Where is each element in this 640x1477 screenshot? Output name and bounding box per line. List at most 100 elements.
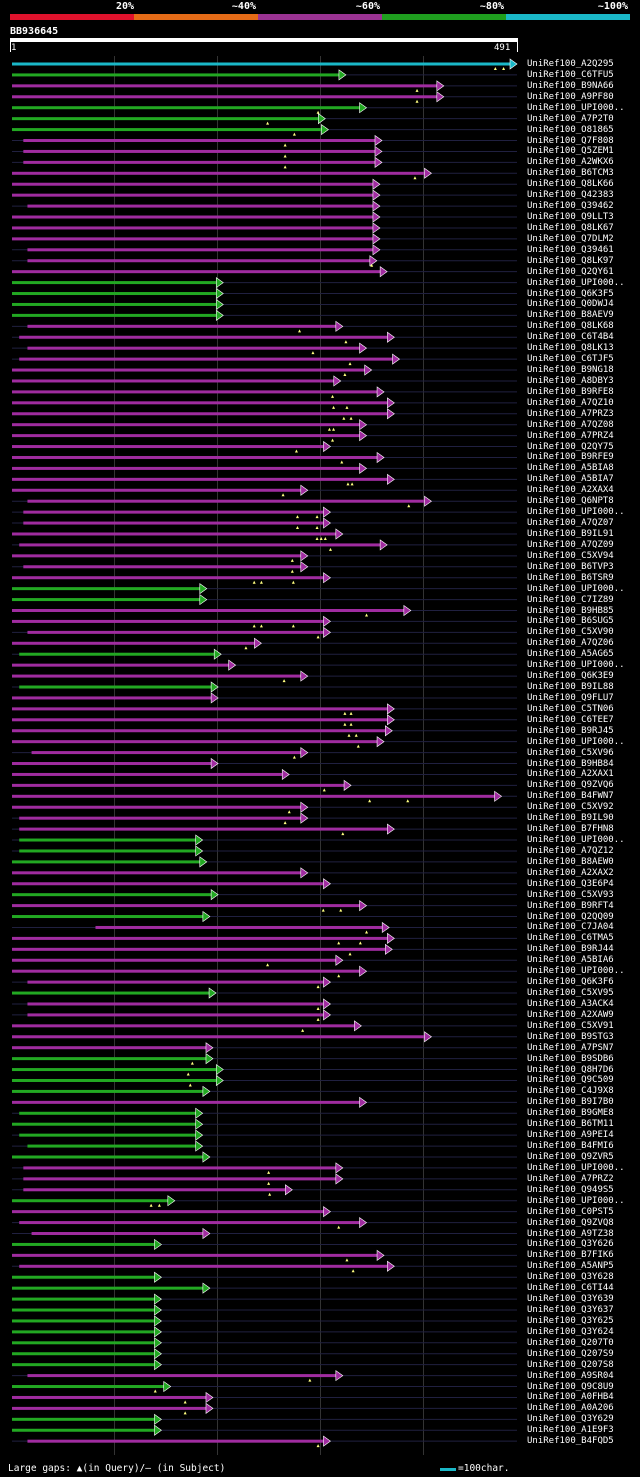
hit-label[interactable]: UniRef100_A9PEI4	[527, 1130, 614, 1141]
hit-row[interactable]	[12, 1402, 517, 1415]
hit-label[interactable]: UniRef100_Q8LK13	[527, 343, 614, 354]
hit-label[interactable]: UniRef100_A2XAX4	[527, 485, 614, 496]
hit-label[interactable]: UniRef100_A2WKX6	[527, 157, 614, 168]
hit-label[interactable]: UniRef100_Q0DWJ4	[527, 299, 614, 310]
hit-row[interactable]	[12, 736, 517, 748]
hit-label[interactable]: UniRef100_C6TFU5	[527, 69, 614, 80]
hit-row[interactable]	[12, 473, 517, 486]
hit-row[interactable]	[12, 615, 517, 628]
hit-label[interactable]: UniRef100_Q6NPT8	[527, 496, 614, 507]
hit-label[interactable]: UniRef100_C5XV90	[527, 627, 614, 638]
hit-label[interactable]: UniRef100_A7QZ12	[527, 845, 614, 856]
hit-row[interactable]	[12, 692, 517, 704]
hit-row[interactable]	[12, 298, 517, 311]
hit-row[interactable]	[12, 1435, 517, 1448]
hit-row[interactable]	[12, 648, 517, 660]
hit-row[interactable]	[12, 1096, 517, 1108]
hit-row[interactable]	[12, 703, 517, 715]
hit-row[interactable]	[12, 1042, 517, 1054]
hit-label[interactable]: UniRef100_Q3E6P4	[527, 878, 614, 889]
hit-row[interactable]	[12, 200, 517, 212]
hit-row[interactable]	[12, 1195, 517, 1207]
hit-label[interactable]: UniRef100_O81865	[527, 124, 614, 135]
hit-row[interactable]	[12, 266, 517, 278]
hit-label[interactable]: UniRef100_B9SDB6	[527, 1053, 614, 1064]
hit-row[interactable]	[12, 1413, 517, 1425]
hit-label[interactable]: UniRef100_Q9ZVQ8	[527, 1217, 614, 1228]
hit-row[interactable]	[12, 539, 517, 551]
hit-label[interactable]: UniRef100_C5XV96	[527, 747, 614, 758]
hit-row[interactable]	[12, 637, 517, 650]
hit-row[interactable]	[12, 670, 517, 683]
hit-row[interactable]	[12, 845, 517, 857]
hit-row[interactable]	[12, 287, 517, 300]
hit-row[interactable]	[12, 1271, 517, 1283]
hit-label[interactable]: UniRef100_Q3Y626	[527, 1239, 614, 1250]
hit-row[interactable]	[12, 976, 517, 989]
hit-row[interactable]	[12, 1129, 517, 1141]
hit-label[interactable]: UniRef100_UPI000..	[527, 507, 625, 518]
hit-label[interactable]: UniRef100_A3ACK4	[527, 998, 614, 1009]
hit-row[interactable]	[12, 1184, 517, 1196]
hit-label[interactable]: UniRef100_A2XAX2	[527, 867, 614, 878]
hit-label[interactable]: UniRef100_C7IZ89	[527, 594, 614, 605]
hit-row[interactable]	[12, 954, 517, 967]
hit-label[interactable]: UniRef100_B9RFT4	[527, 900, 614, 911]
hit-label[interactable]: UniRef100_UPI000..	[527, 736, 625, 747]
hit-label[interactable]: UniRef100_B7FIK6	[527, 1250, 614, 1261]
hit-label[interactable]: UniRef100_Q9C509	[527, 1075, 614, 1086]
hit-row[interactable]	[12, 1380, 517, 1393]
hit-row[interactable]	[12, 1326, 517, 1338]
hit-row[interactable]	[12, 80, 517, 92]
hit-row[interactable]	[12, 768, 517, 781]
hit-label[interactable]: UniRef100_UPI000..	[527, 966, 625, 977]
hit-label[interactable]: UniRef100_A9SR04	[527, 1370, 614, 1381]
hit-row[interactable]	[12, 386, 517, 398]
hit-label[interactable]: UniRef100_B6SUG5	[527, 616, 614, 627]
hit-label[interactable]: UniRef100_Q39462	[527, 201, 614, 212]
hit-row[interactable]	[12, 725, 517, 737]
hit-label[interactable]: UniRef100_A8DBY3	[527, 375, 614, 386]
hit-row[interactable]	[12, 1009, 517, 1021]
hit-row[interactable]	[12, 1359, 517, 1371]
hit-row[interactable]	[12, 113, 517, 125]
hit-row[interactable]	[12, 517, 517, 530]
hit-label[interactable]: UniRef100_A5AG65	[527, 649, 614, 660]
hit-row[interactable]	[12, 1293, 517, 1305]
hit-row[interactable]	[12, 1206, 517, 1218]
hit-label[interactable]: UniRef100_B9RJ44	[527, 944, 614, 955]
hit-label[interactable]: UniRef100_UPI000..	[527, 835, 625, 846]
hit-label[interactable]: UniRef100_Q5ZEM1	[527, 146, 614, 157]
hit-label[interactable]: UniRef100_Q6K3E9	[527, 671, 614, 682]
hit-row[interactable]	[12, 506, 517, 519]
hit-label[interactable]: UniRef100_C0PST5	[527, 1206, 614, 1217]
hit-row[interactable]	[12, 779, 517, 792]
hit-row[interactable]	[12, 331, 517, 344]
hit-label[interactable]: UniRef100_B9IL90	[527, 813, 614, 824]
hit-label[interactable]: UniRef100_B8AEW0	[527, 856, 614, 867]
hit-row[interactable]	[12, 1337, 517, 1349]
hit-label[interactable]: UniRef100_Q7F808	[527, 135, 614, 146]
hit-label[interactable]: UniRef100_Q9FLU7	[527, 692, 614, 703]
hit-label[interactable]: UniRef100_A9PF80	[527, 91, 614, 102]
hit-label[interactable]: UniRef100_Q3Y629	[527, 1414, 614, 1425]
hit-label[interactable]: UniRef100_A2Q295	[527, 59, 614, 69]
hit-label[interactable]: UniRef100_A7QZ06	[527, 638, 614, 649]
hit-row[interactable]	[12, 1249, 517, 1262]
hit-row[interactable]	[12, 134, 517, 147]
hit-row[interactable]	[12, 790, 517, 803]
hit-row[interactable]	[12, 484, 517, 497]
hit-label[interactable]: UniRef100_A5BIA7	[527, 474, 614, 485]
hit-label[interactable]: UniRef100_A5BIA8	[527, 463, 614, 474]
hit-label[interactable]: UniRef100_B9STG3	[527, 1031, 614, 1042]
hit-row[interactable]	[12, 1391, 517, 1404]
hit-row[interactable]	[12, 440, 517, 453]
hit-label[interactable]: UniRef100_B7FHN8	[527, 824, 614, 835]
hit-row[interactable]	[12, 178, 517, 190]
hit-label[interactable]: UniRef100_C6TMA5	[527, 933, 614, 944]
hit-row[interactable]	[12, 189, 517, 201]
hit-label[interactable]: UniRef100_Q3Y637	[527, 1305, 614, 1316]
hit-label[interactable]: UniRef100_Q7DLM2	[527, 233, 614, 244]
hit-label[interactable]: UniRef100_Q207T0	[527, 1337, 614, 1348]
hit-label[interactable]: UniRef100_Q2QQ09	[527, 911, 614, 922]
